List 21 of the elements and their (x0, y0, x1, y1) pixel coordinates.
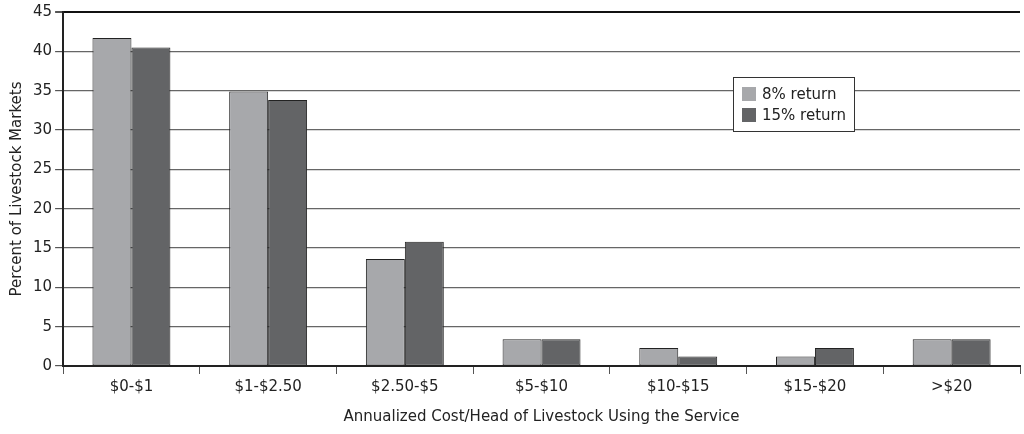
x-tick-label: $1-$2.50 (234, 376, 302, 395)
y-tick-label: 40 (32, 41, 53, 60)
x-tick-label: $2.50-$5 (371, 376, 439, 395)
y-tick-label: 5 (42, 316, 53, 335)
x-tick-label: $0-$1 (109, 376, 154, 395)
y-tick-label: 30 (32, 119, 53, 138)
y-tick-label: 45 (32, 1, 53, 20)
y-tick-label: 10 (32, 277, 53, 296)
x-tick-label: $10-$15 (646, 376, 710, 395)
y-tick-label: 25 (32, 159, 53, 178)
x-tick-label: $5-$10 (514, 376, 569, 395)
x-tick-label: $15-$20 (783, 376, 847, 395)
legend-label: 15% return (762, 106, 846, 124)
y-axis-title: Percent of Livestock Markets (6, 81, 25, 297)
x-tick-label: >$20 (931, 376, 973, 395)
y-tick-label: 0 (42, 355, 53, 374)
y-tick-label: 20 (32, 198, 53, 217)
y-tick-label: 35 (32, 80, 53, 99)
y-tick-label: 15 (32, 237, 53, 256)
legend-label: 8% return (762, 85, 837, 103)
x-axis-title: Annualized Cost/Head of Livestock Using the Service (343, 406, 740, 425)
